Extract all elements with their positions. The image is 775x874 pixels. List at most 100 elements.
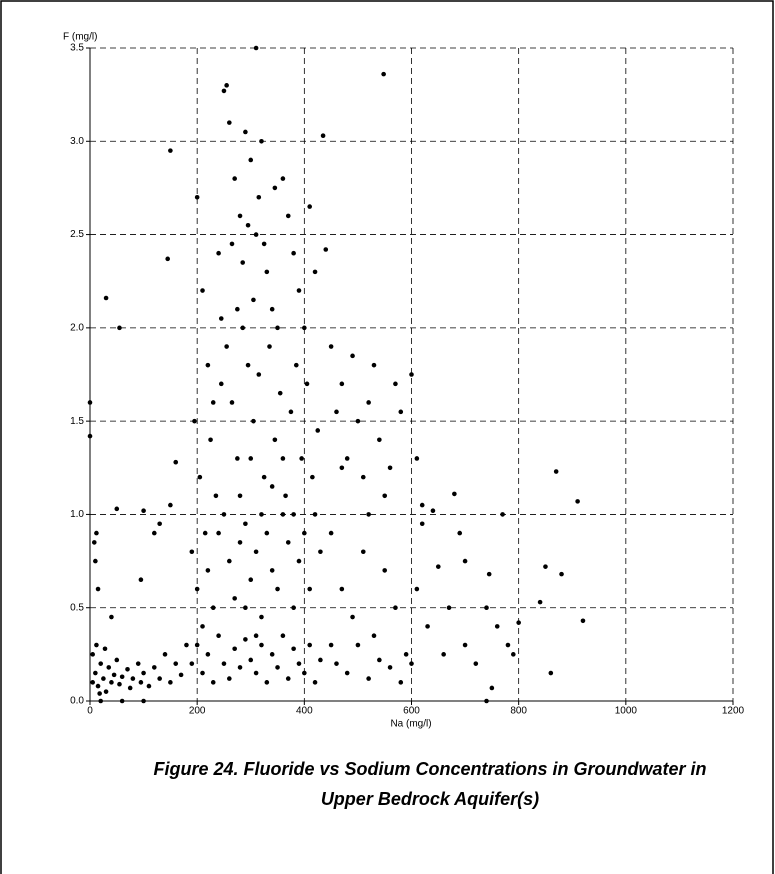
data-point — [103, 295, 109, 301]
data-point — [95, 586, 101, 592]
data-point — [494, 624, 500, 629]
y-tick-label: 1.0 — [70, 509, 84, 520]
data-point — [243, 521, 248, 527]
data-point — [221, 661, 227, 666]
data-point — [138, 577, 144, 583]
x-tick-label: 1000 — [615, 706, 638, 717]
data-point — [138, 680, 144, 685]
data-point — [291, 250, 296, 256]
data-point — [117, 681, 122, 687]
data-point — [235, 306, 240, 312]
data-point — [173, 459, 179, 465]
data-point — [537, 599, 543, 605]
x-tick-label: 600 — [403, 706, 420, 717]
data-point — [240, 260, 246, 265]
data-point — [559, 571, 564, 577]
data-point — [505, 642, 511, 648]
data-point — [302, 670, 307, 676]
y-tick-label: 3.0 — [70, 136, 84, 147]
data-point — [253, 633, 259, 638]
data-point — [264, 269, 270, 275]
data-point — [152, 665, 157, 670]
data-point — [307, 586, 312, 592]
data-point — [162, 652, 168, 657]
data-point — [381, 71, 386, 77]
data-point — [425, 624, 430, 629]
data-point — [200, 670, 205, 676]
y-tick-label: 0.5 — [70, 602, 84, 613]
data-point — [393, 605, 398, 611]
data-point — [355, 418, 361, 424]
data-point — [237, 493, 243, 499]
data-point — [243, 637, 248, 642]
x-tick-label: 800 — [510, 706, 527, 717]
data-point — [580, 618, 586, 624]
data-point — [237, 540, 243, 545]
data-point — [146, 683, 152, 689]
data-point — [377, 657, 382, 663]
data-point — [269, 484, 275, 489]
data-point — [323, 247, 329, 252]
data-point — [382, 568, 388, 573]
data-point — [285, 213, 291, 219]
data-point — [489, 685, 495, 691]
data-point — [141, 508, 146, 513]
x-tick-label: 0 — [87, 706, 93, 717]
data-point — [360, 549, 366, 555]
data-point — [277, 390, 283, 396]
data-point — [275, 325, 280, 331]
data-point — [87, 400, 93, 405]
data-point — [280, 456, 286, 461]
data-point — [575, 499, 580, 504]
data-point — [208, 437, 213, 443]
data-point — [114, 506, 120, 512]
data-point — [430, 508, 436, 513]
data-point — [269, 306, 275, 312]
data-point — [398, 409, 404, 415]
data-point — [344, 456, 350, 461]
data-point — [320, 133, 326, 138]
data-point — [291, 605, 296, 611]
data-point — [398, 680, 404, 685]
data-point — [114, 657, 120, 663]
data-point — [393, 381, 398, 387]
data-point — [328, 344, 334, 349]
data-point — [334, 661, 339, 666]
x-tick-label: 200 — [189, 706, 206, 717]
data-point — [194, 194, 200, 200]
data-point — [237, 213, 243, 219]
data-point — [261, 474, 267, 480]
data-point — [275, 665, 280, 670]
data-point — [339, 465, 345, 471]
data-point — [235, 456, 240, 461]
y-axis-label: F (mg/l) — [63, 32, 97, 43]
y-tick-label: 2.0 — [70, 322, 84, 333]
data-point — [101, 676, 106, 681]
data-point — [484, 698, 489, 704]
data-point — [296, 288, 302, 293]
data-point — [419, 521, 425, 527]
data-point — [414, 586, 420, 592]
data-point — [553, 469, 559, 474]
data-point — [194, 586, 200, 592]
data-point — [102, 646, 108, 652]
data-point — [473, 661, 479, 666]
data-point — [200, 288, 205, 293]
data-point — [253, 45, 259, 51]
data-point — [237, 665, 243, 670]
data-point — [387, 665, 393, 670]
data-point — [409, 372, 414, 377]
data-point — [227, 120, 232, 125]
data-point — [409, 661, 414, 666]
data-point — [227, 676, 232, 681]
data-point — [168, 502, 173, 508]
data-point — [248, 657, 254, 663]
data-point — [245, 222, 251, 228]
data-point — [251, 418, 256, 424]
data-point — [229, 241, 235, 247]
data-point — [253, 670, 259, 676]
data-point — [248, 456, 254, 461]
data-point — [210, 605, 216, 611]
data-point — [296, 558, 302, 564]
